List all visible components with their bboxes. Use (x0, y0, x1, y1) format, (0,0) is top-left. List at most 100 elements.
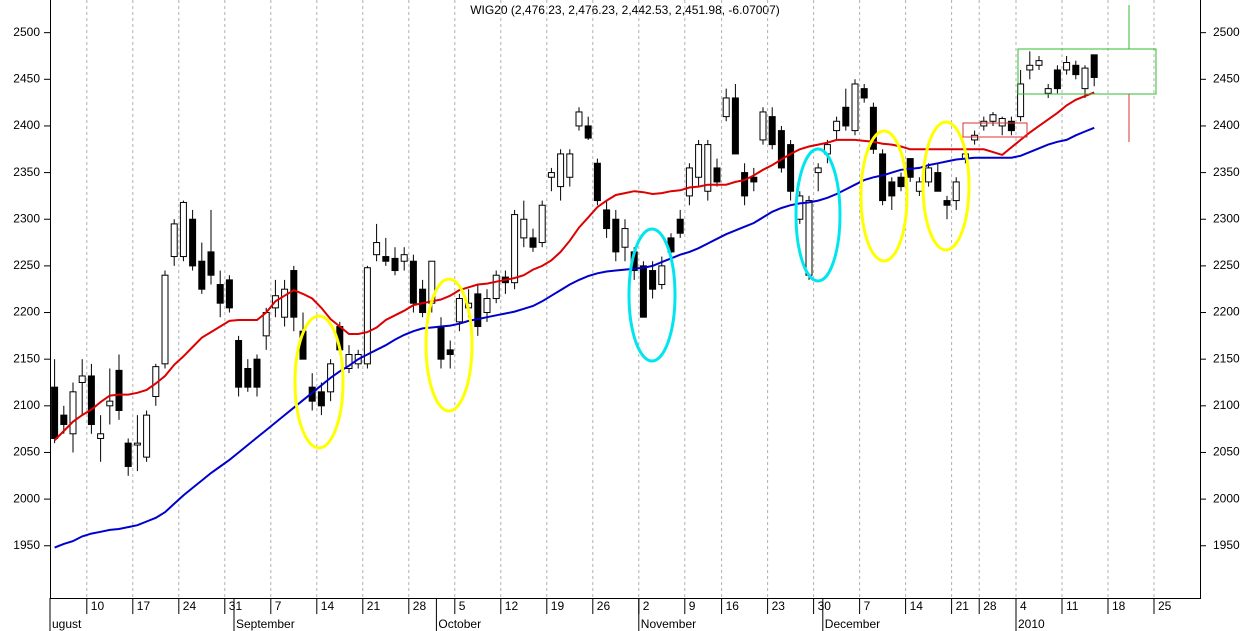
candle-body (639, 265, 647, 318)
y-tick-label: 1950 (13, 538, 40, 552)
y-tick-label: 2400 (13, 118, 40, 132)
x-tick-label: 7 (864, 599, 871, 613)
y-tick-label: 2250 (13, 258, 40, 272)
candle-body (455, 298, 463, 323)
candle-body (612, 218, 620, 253)
month-label: December (825, 617, 880, 631)
candle-body (115, 369, 123, 411)
highlight-ellipse (627, 227, 677, 363)
y-tick-label: 2500 (13, 25, 40, 39)
candle-body (1063, 62, 1071, 71)
candle-body (704, 144, 712, 192)
y-tick-label: 2050 (13, 445, 40, 459)
candle-body (391, 257, 399, 272)
month-label: ugust (52, 617, 82, 631)
candle-body (483, 298, 491, 314)
candle-body (143, 414, 151, 458)
candle-body (69, 391, 77, 435)
candle-body (649, 270, 657, 290)
candle-body (97, 433, 105, 439)
x-tick-label: 7 (275, 599, 282, 613)
candle-body (207, 251, 215, 276)
moving-average-line (53, 91, 1095, 442)
candle-body (750, 176, 758, 183)
candle-body (768, 116, 776, 146)
candle-body (1035, 60, 1043, 66)
candle-body (400, 254, 408, 262)
candle-body (713, 167, 721, 183)
candle-body (888, 181, 896, 197)
y-tick-label: 2500 (1213, 25, 1240, 39)
candle-body (603, 209, 611, 230)
x-tick-label: 2 (643, 599, 650, 613)
candle-body (1026, 64, 1034, 71)
candle-body (51, 386, 59, 439)
candle-body (621, 228, 629, 248)
candle-body (1044, 88, 1052, 94)
candle-body (225, 279, 233, 309)
candle-body (317, 391, 325, 407)
candle-body (382, 256, 390, 262)
y-tick-label: 2200 (13, 305, 40, 319)
candle-body (557, 153, 565, 188)
highlight-ellipse (794, 147, 842, 283)
month-label: 2010 (1018, 617, 1045, 631)
y-tick-label: 2400 (1213, 118, 1240, 132)
y-tick-label: 2250 (1213, 258, 1240, 272)
plot (51, 51, 1098, 549)
x-tick-label: 14 (910, 599, 924, 613)
grid (86, 0, 1155, 598)
candle-body (189, 218, 197, 267)
candle-body (741, 172, 749, 197)
candle-body (198, 260, 206, 290)
candle-body (897, 176, 905, 188)
candle-body (566, 153, 574, 178)
y-tick-label: 2200 (1213, 305, 1240, 319)
y-tick-label: 2350 (13, 165, 40, 179)
x-tick-label: 28 (983, 599, 997, 613)
x-tick-label: 24 (183, 599, 197, 613)
candle-body (161, 274, 169, 365)
candle-body (235, 340, 243, 388)
x-tick-label: 25 (1158, 599, 1172, 613)
candle-body (998, 117, 1006, 127)
y-tick-label: 2450 (13, 71, 40, 85)
candle-body (842, 106, 850, 127)
x-tick-label: 12 (505, 599, 519, 613)
month-label: November (641, 617, 696, 631)
candle-body (777, 130, 785, 169)
candle-body (695, 144, 703, 178)
candle-body (860, 88, 868, 99)
candle-body (409, 260, 417, 304)
candle-body (722, 97, 730, 118)
month-label: September (236, 617, 295, 631)
candle-body (60, 414, 68, 425)
candle-body (879, 153, 887, 202)
y-tick-label: 2150 (13, 351, 40, 365)
highlight-ellipse (921, 120, 971, 252)
candle-body (253, 358, 261, 388)
candle-body (492, 274, 500, 300)
candle-body (833, 120, 841, 132)
candle-body (1017, 83, 1025, 118)
y-tick-label: 2300 (1213, 211, 1240, 225)
candle-body (1072, 64, 1080, 76)
x-tick-label: 10 (91, 599, 105, 613)
candle-body (419, 288, 427, 314)
candle-body (989, 114, 997, 122)
y-tick-label: 2150 (1213, 351, 1240, 365)
candle-body (538, 204, 546, 244)
month-label: October (438, 617, 481, 631)
candle-body (1090, 54, 1098, 78)
candle-body (805, 200, 813, 276)
x-tick-label: 11 (1066, 599, 1079, 613)
candle-body (281, 288, 289, 318)
candle-body (934, 172, 942, 192)
highlight-ellipse (424, 277, 474, 413)
candle-body (106, 400, 114, 407)
candle-body (593, 162, 601, 202)
candle-body (851, 83, 859, 132)
candle-body (290, 270, 298, 318)
highlight-ellipse (859, 129, 909, 263)
